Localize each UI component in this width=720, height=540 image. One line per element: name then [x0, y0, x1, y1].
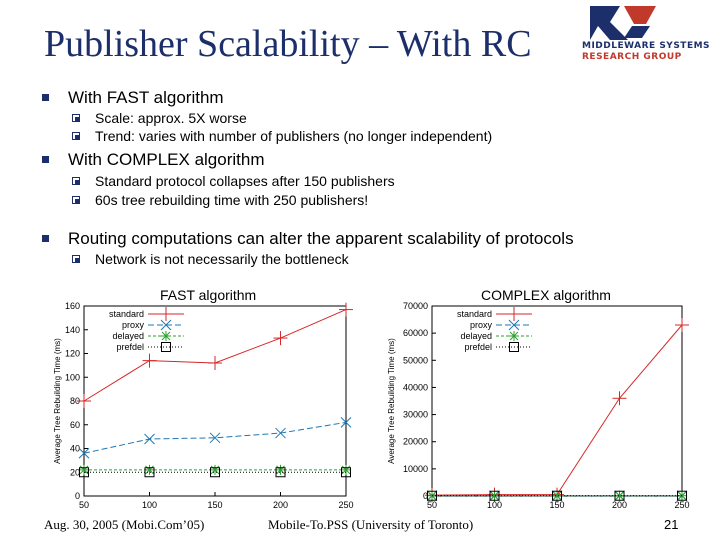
x-tick-label: 200 — [273, 500, 288, 510]
point-marker — [509, 342, 519, 352]
point-marker — [615, 491, 624, 501]
slide-title: Publisher Scalability – With RC — [44, 23, 532, 65]
point-marker — [161, 342, 171, 352]
legend-label: delayed — [460, 331, 492, 341]
y-tick-label: 10000 — [403, 464, 428, 474]
y-axis-label: Average Tree Rebuilding Time (ms) — [387, 338, 396, 464]
point-marker — [552, 490, 562, 501]
legend-label: standard — [109, 309, 144, 319]
point-marker — [276, 465, 285, 475]
square-sub-bullet-icon — [72, 114, 80, 122]
footer-venue: Mobile-To.PSS (University of Toronto) — [268, 517, 474, 532]
legend-label: standard — [457, 309, 492, 319]
y-tick-label: 60 — [70, 420, 80, 430]
square-sub-bullet-icon — [72, 132, 80, 140]
point-marker — [275, 467, 286, 478]
square-sub-bullet-icon — [72, 196, 80, 204]
y-tick-label: 30000 — [403, 410, 428, 420]
y-tick-label: 70000 — [403, 301, 428, 311]
sub-bullet-text: 60s tree rebuilding time with 250 publis… — [95, 192, 369, 208]
y-tick-label: 120 — [65, 349, 80, 359]
point-marker — [508, 319, 520, 331]
y-axis-label: Average Tree Rebuilding Time (ms) — [53, 338, 62, 464]
x-tick-label: 50 — [79, 500, 89, 510]
point-marker — [509, 331, 519, 341]
page-number: 21 — [664, 517, 679, 532]
legend-label: proxy — [122, 320, 145, 330]
point-marker — [210, 467, 220, 478]
point-marker — [79, 465, 89, 475]
x-tick-label: 150 — [549, 500, 564, 510]
x-axis-label: Publishers — [536, 514, 579, 515]
x-tick-label: 50 — [427, 500, 437, 510]
y-tick-label: 40000 — [403, 382, 428, 392]
y-tick-label: 0 — [423, 491, 428, 501]
sub-bullet-text: Standard protocol collapses after 150 pu… — [95, 173, 395, 189]
point-marker — [489, 490, 500, 501]
point-marker — [490, 491, 499, 501]
y-tick-label: 160 — [65, 301, 80, 311]
y-tick-label: 60000 — [403, 328, 428, 338]
point-marker — [210, 465, 220, 475]
point-marker — [341, 467, 351, 478]
bullet-text: With COMPLEX algorithm — [68, 150, 265, 169]
bullet-text: Routing computations can alter the appar… — [68, 229, 574, 248]
legend-label: prefdel — [464, 342, 492, 352]
square-bullet-icon — [42, 235, 49, 242]
x-tick-label: 200 — [612, 500, 627, 510]
point-marker — [614, 490, 625, 501]
legend-label: prefdel — [116, 342, 144, 352]
logo-icon — [590, 6, 656, 40]
point-marker — [552, 491, 562, 501]
x-tick-label: 150 — [207, 500, 222, 510]
chart-title-complex: COMPLEX algorithm — [481, 287, 611, 303]
point-marker — [79, 467, 89, 478]
point-marker — [340, 417, 352, 428]
sub-bullet-text: Scale: approx. 5X worse — [95, 110, 247, 126]
footer-date: Aug. 30, 2005 (Mobi.Com’05) — [44, 517, 205, 532]
point-marker — [145, 465, 154, 475]
point-marker — [78, 447, 90, 459]
point-marker — [677, 490, 687, 501]
y-tick-label: 20000 — [403, 437, 428, 447]
sub-bullet-text: Network is not necessarily the bottlenec… — [95, 251, 349, 267]
sub-bullet-text: Trend: varies with number of publishers … — [95, 128, 493, 144]
y-tick-label: 50000 — [403, 355, 428, 365]
x-tick-label: 100 — [487, 500, 502, 510]
logo-text-primary: MIDDLEWARE SYSTEMS — [582, 41, 711, 51]
x-tick-label: 100 — [142, 500, 157, 510]
y-tick-label: 140 — [65, 325, 80, 335]
bullet-text: With FAST algorithm — [68, 88, 224, 107]
complex-algorithm-chart: 0 10000 20000 30000 40000 50000 60000 70000 50 10… — [387, 301, 690, 515]
y-tick-label: 40 — [70, 444, 80, 454]
x-tick-label: 250 — [674, 500, 689, 510]
y-tick-label: 0 — [75, 491, 80, 501]
square-sub-bullet-icon — [72, 177, 80, 185]
point-marker — [160, 319, 172, 331]
chart-title-fast: FAST algorithm — [160, 287, 257, 303]
point-marker — [275, 427, 286, 439]
fast-algorithm-chart: 0 20 40 60 80 100 120 140 160 50 100 150 200 250 Avera… — [53, 301, 354, 515]
legend-label: proxy — [470, 320, 493, 330]
y-tick-label: 20 — [70, 467, 80, 477]
square-sub-bullet-icon — [72, 255, 80, 263]
series-line-proxy — [83, 421, 347, 454]
point-marker — [144, 467, 155, 478]
point-marker — [209, 432, 221, 444]
point-marker — [144, 433, 155, 445]
logo-text-secondary: RESEARCH GROUP — [582, 52, 682, 62]
y-tick-label: 100 — [65, 372, 80, 382]
x-axis-label: Publishers — [194, 514, 237, 515]
legend-label: delayed — [112, 331, 144, 341]
y-tick-label: 80 — [70, 396, 80, 406]
point-marker — [161, 331, 171, 341]
square-bullet-icon — [42, 156, 49, 163]
point-marker — [427, 490, 437, 501]
square-bullet-icon — [42, 94, 49, 101]
x-tick-label: 250 — [338, 500, 353, 510]
point-marker — [341, 465, 351, 475]
